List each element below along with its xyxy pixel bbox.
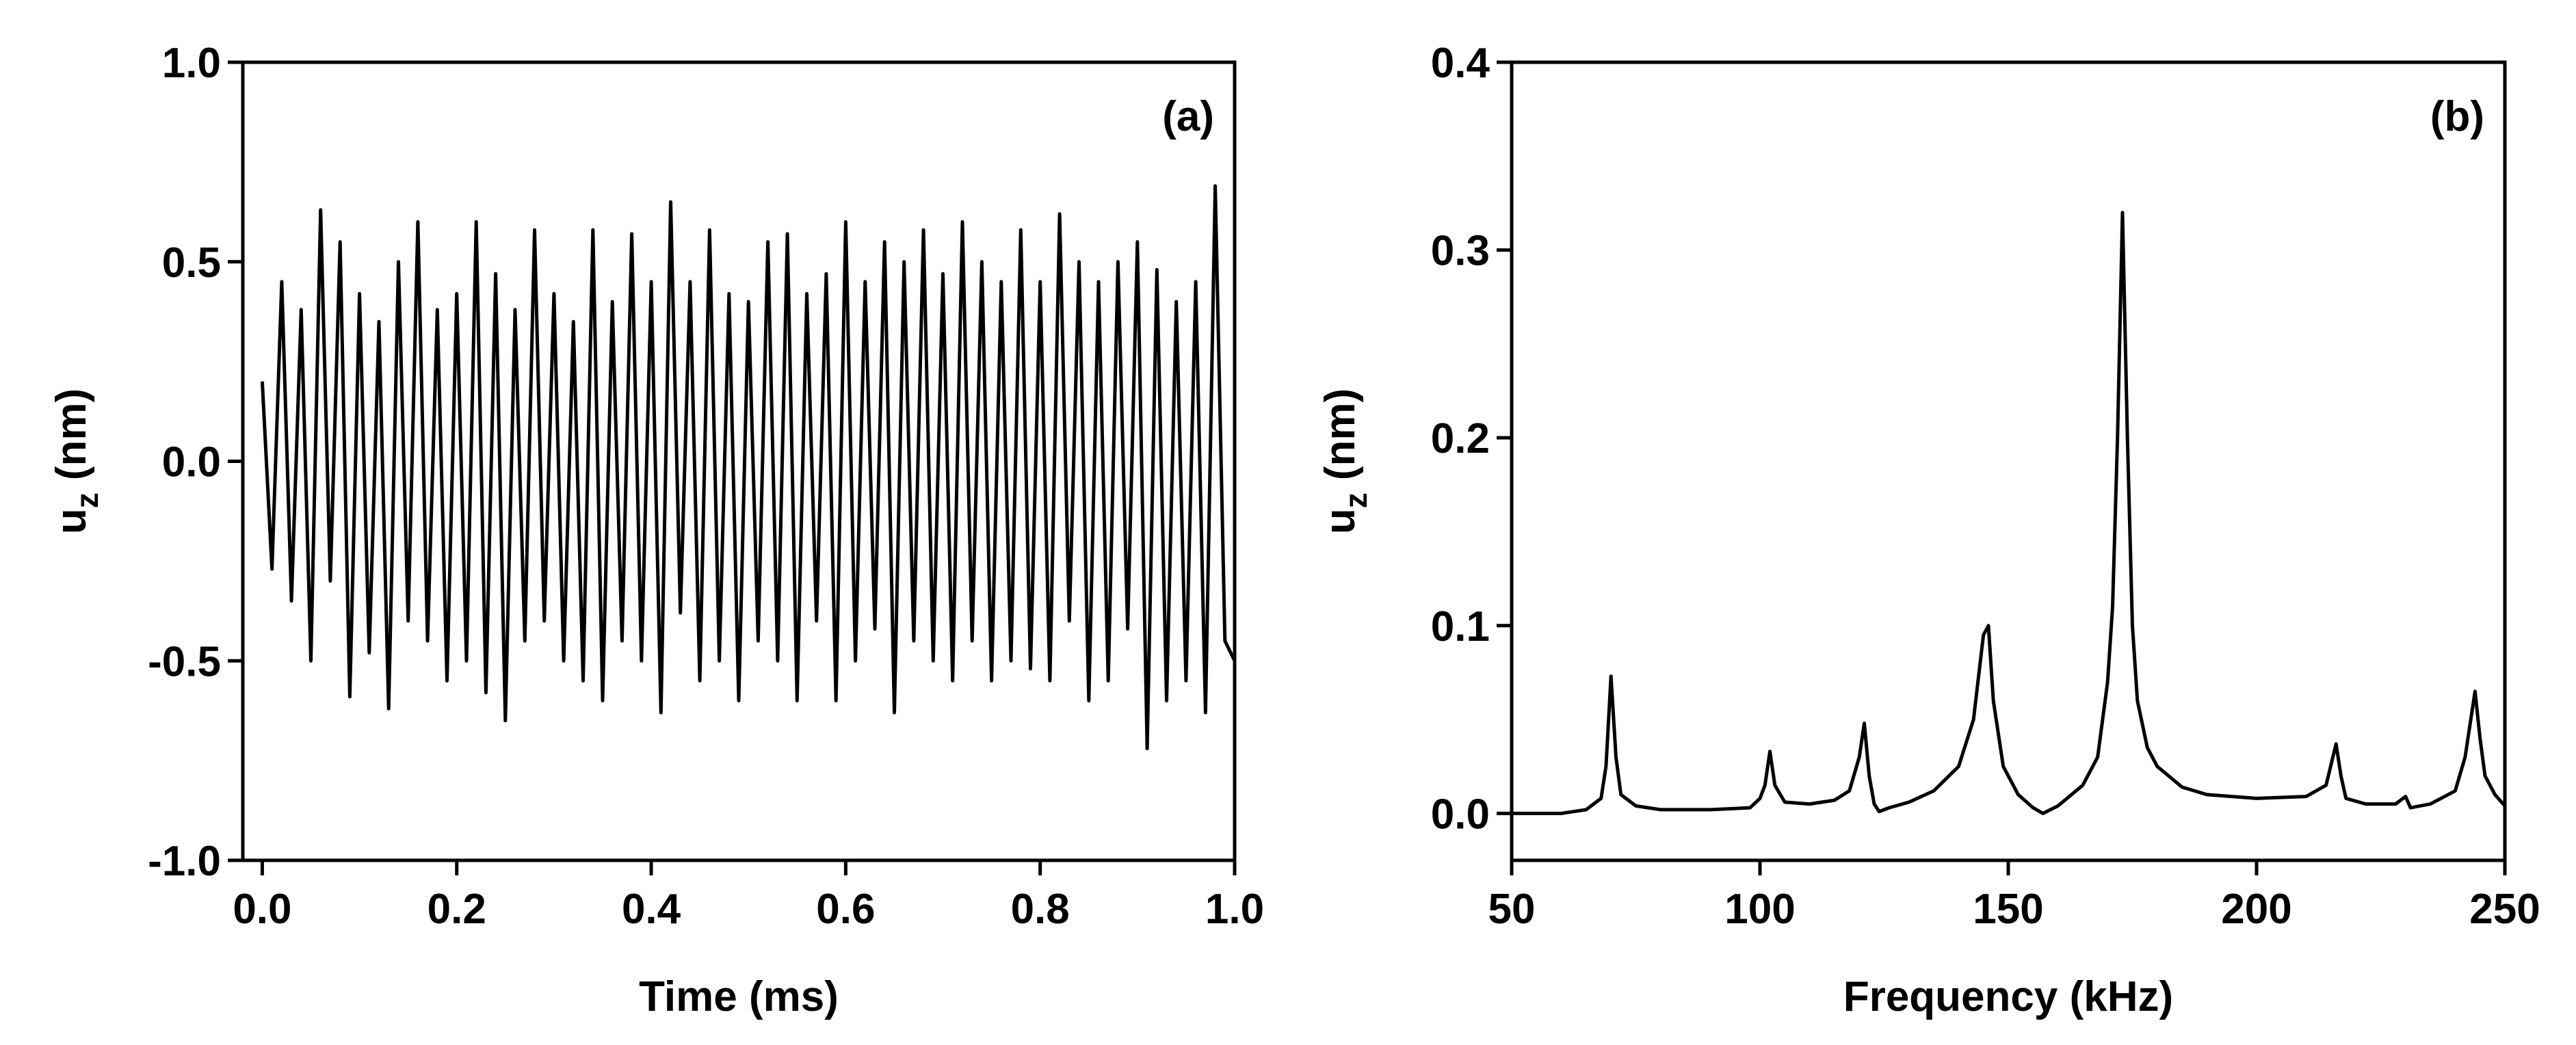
y-axis-label-unit: (nm)	[48, 388, 95, 480]
y-tick-label: 0.3	[1431, 228, 1490, 275]
y-tick-label: 0.2	[1431, 415, 1490, 462]
panel-label: (a)	[1162, 93, 1214, 140]
y-tick-label: 0.0	[1431, 791, 1490, 838]
y-tick-label: -1.0	[148, 838, 221, 885]
y-tick-label: 0.1	[1431, 603, 1490, 650]
y-axis-label-sub: z	[1338, 492, 1374, 508]
data-line	[1512, 211, 2506, 815]
x-tick-label: 50	[1488, 886, 1536, 933]
plot-frame	[241, 60, 1237, 862]
x-tick-label: 0.6	[816, 886, 875, 933]
x-tick-label: 200	[2221, 886, 2291, 933]
x-axis-label: Frequency (kHz)	[1843, 973, 2173, 1020]
x-tick-label: 0.4	[622, 886, 681, 933]
y-tick-label: 0.0	[162, 439, 221, 486]
plot-frame	[1510, 60, 2507, 862]
y-axis-label: uz (nm)	[1317, 388, 1374, 534]
y-axis-label-unit: (nm)	[1317, 388, 1364, 480]
y-tick-label: 1.0	[162, 40, 221, 87]
y-axis-label-sub: z	[69, 492, 105, 508]
x-axis-label: Time (ms)	[639, 973, 839, 1020]
x-tick-label: 0.8	[1011, 886, 1070, 933]
x-tick-label: 250	[2469, 886, 2540, 933]
x-tick-label: 0.0	[233, 886, 291, 933]
y-axis-label-main: u	[1317, 508, 1364, 534]
x-tick-label: 0.2	[428, 886, 486, 933]
x-tick-label: 150	[1973, 886, 2043, 933]
y-axis-label: uz (nm)	[48, 388, 105, 534]
y-tick-label: 0.5	[162, 239, 221, 287]
x-tick-label: 100	[1724, 886, 1795, 933]
data-line	[260, 184, 1237, 751]
panel-label: (b)	[2430, 93, 2484, 140]
x-tick-label: 1.0	[1205, 886, 1264, 933]
y-tick-label: -0.5	[148, 638, 221, 685]
y-tick-label: 0.4	[1431, 40, 1490, 87]
y-axis-label-main: u	[48, 508, 95, 534]
